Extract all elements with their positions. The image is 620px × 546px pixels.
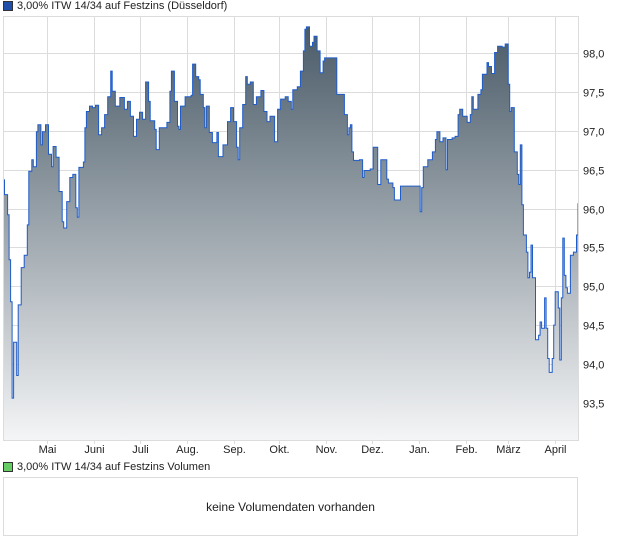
volume-legend: 3,00% ITW 14/34 auf Festzins Volumen bbox=[3, 461, 210, 473]
y-tick-label: 97,0 bbox=[583, 127, 604, 139]
x-tick-label: Sep. bbox=[223, 444, 246, 456]
y-tick-label: 93,5 bbox=[583, 399, 604, 411]
x-tick-label: Dez. bbox=[361, 444, 384, 456]
x-tick-label: Feb. bbox=[455, 444, 477, 456]
y-tick-label: 97,5 bbox=[583, 88, 604, 100]
y-axis: 93,5 94,0 94,5 95,0 95,5 96,0 96,5 97,0 97,5 98,0 bbox=[583, 49, 604, 411]
y-tick-label: 95,0 bbox=[583, 282, 604, 294]
y-tick-label: 96,0 bbox=[583, 205, 604, 217]
volume-legend-swatch bbox=[3, 462, 13, 472]
x-tick-label: Mai bbox=[39, 444, 57, 456]
price-legend-swatch bbox=[3, 1, 13, 11]
y-tick-label: 94,0 bbox=[583, 360, 604, 372]
y-tick-label: 94,5 bbox=[583, 321, 604, 333]
price-chart: 93,5 94,0 94,5 95,0 95,5 96,0 96,5 97,0 97,5 98,0… bbox=[3, 16, 604, 456]
x-tick-label: Aug. bbox=[176, 444, 199, 456]
x-tick-label: Juli bbox=[132, 444, 149, 456]
x-tick-label: Juni bbox=[84, 444, 104, 456]
x-tick-label: Jan. bbox=[409, 444, 430, 456]
price-area bbox=[3, 26, 578, 441]
x-tick-label: Nov. bbox=[316, 444, 338, 456]
price-legend: 3,00% ITW 14/34 auf Festzins (Düsseldorf… bbox=[3, 0, 227, 12]
y-tick-label: 95,5 bbox=[583, 243, 604, 255]
volume-legend-label: 3,00% ITW 14/34 auf Festzins Volumen bbox=[17, 461, 211, 473]
x-tick-label: Okt. bbox=[269, 444, 289, 456]
y-tick-label: 98,0 bbox=[583, 49, 604, 61]
x-tick-label: April bbox=[544, 444, 566, 456]
price-legend-label: 3,00% ITW 14/34 auf Festzins (Düsseldorf… bbox=[17, 0, 228, 12]
plot-border bbox=[3, 16, 579, 441]
price-line bbox=[3, 26, 579, 399]
x-axis: Mai Juni Juli Aug. Sep. Okt. Nov. Dez. Jan. Feb. M… bbox=[39, 444, 567, 456]
no-volume-message: keine Volumendaten vorhanden bbox=[206, 499, 375, 514]
volume-panel: keine Volumendaten vorhanden bbox=[3, 477, 578, 536]
x-tick-label: März bbox=[496, 444, 520, 456]
y-tick-label: 96,5 bbox=[583, 166, 604, 178]
